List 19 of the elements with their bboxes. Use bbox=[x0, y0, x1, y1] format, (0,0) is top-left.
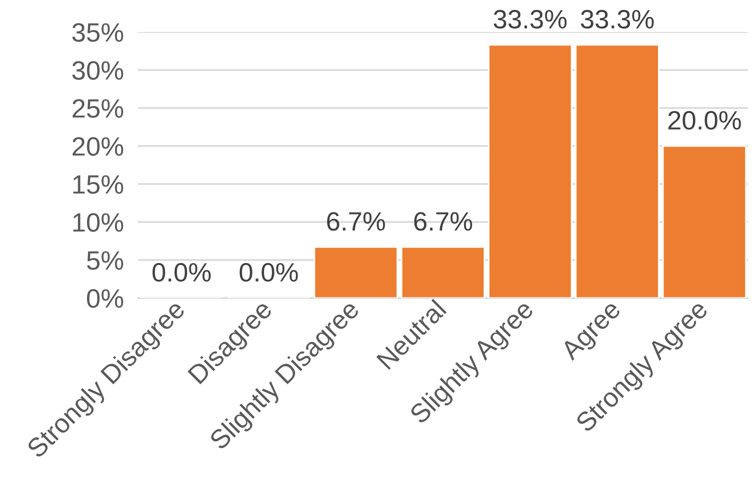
data-label: 0.0% bbox=[240, 262, 298, 282]
y-tick-label: 35% bbox=[72, 23, 124, 42]
bar bbox=[662, 145, 747, 298]
y-tick-label: 25% bbox=[72, 99, 124, 118]
y-tick-label: 5% bbox=[87, 251, 124, 270]
data-label: 0.0% bbox=[152, 262, 211, 282]
y-tick-label: 30% bbox=[72, 61, 124, 80]
bar bbox=[488, 44, 572, 298]
data-label: 33.3% bbox=[580, 10, 654, 29]
bar bbox=[575, 44, 660, 298]
data-label: 6.7% bbox=[327, 212, 385, 231]
y-tick-label: 10% bbox=[73, 213, 124, 232]
y-tick-label: 15% bbox=[73, 175, 124, 194]
data-label: 20.0% bbox=[668, 110, 741, 130]
data-label: 33.3% bbox=[494, 10, 567, 29]
y-tick-label: 20% bbox=[72, 137, 124, 156]
bar bbox=[314, 246, 398, 298]
data-label: 6.7% bbox=[414, 212, 472, 231]
bar bbox=[400, 246, 486, 298]
